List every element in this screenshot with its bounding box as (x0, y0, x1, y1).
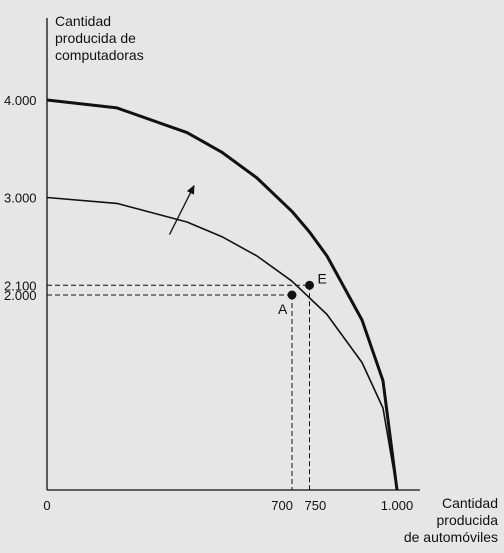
point-e (305, 280, 314, 290)
x-axis-label-line: de automóviles (403, 529, 498, 545)
x-axis-label-line: Cantidad (441, 495, 498, 511)
point-a (287, 290, 297, 300)
y-axis-label-line: Cantidad (55, 13, 112, 29)
point-label-e: E (318, 270, 327, 286)
frontier-curve-new (46, 98, 399, 491)
x-axis-label-line: producida (436, 512, 499, 528)
frontier-curve-original (46, 196, 398, 491)
y-axis-label-line: producida de (55, 30, 136, 46)
y-axis-label: Cantidad producida de computadoras (55, 13, 144, 64)
y-tick-label: 3.000 (4, 191, 37, 206)
y-axis-label-line: computadoras (55, 47, 144, 63)
x-tick-label: 750 (305, 498, 327, 513)
x-axis-label: Cantidad producida de automóviles (404, 495, 498, 546)
y-tick-label: 4.000 (4, 93, 37, 108)
x-tick-label: 1.000 (381, 498, 414, 513)
shift-arrow (168, 184, 195, 235)
x-tick-label: 700 (271, 498, 293, 513)
point-label-a: A (278, 301, 288, 317)
y-tick-label: 2.100 (4, 278, 37, 293)
x-tick-label: 0 (43, 498, 50, 513)
y-tick-label: 2.000 (4, 288, 37, 303)
